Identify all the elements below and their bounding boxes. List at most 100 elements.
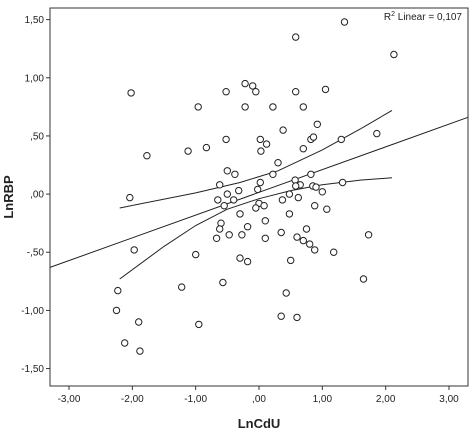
data-points — [112, 18, 398, 355]
data-point — [337, 135, 345, 144]
data-point — [252, 204, 260, 212]
y-tick-label: 1,50 — [25, 15, 45, 26]
data-point — [359, 275, 368, 283]
data-point — [230, 196, 238, 204]
data-point — [235, 186, 243, 195]
data-point — [222, 135, 230, 144]
confidence-band-lower — [119, 177, 393, 280]
data-point — [306, 240, 314, 248]
data-point — [311, 202, 319, 210]
r2-annotation: R2 Linear = 0,107 — [384, 11, 463, 23]
data-point — [302, 225, 311, 233]
data-point — [262, 140, 271, 148]
data-point — [257, 147, 265, 155]
data-point — [130, 246, 138, 254]
data-point — [241, 79, 249, 88]
y-tick-label: -1,00 — [21, 306, 44, 317]
data-point — [390, 50, 398, 59]
data-point — [225, 231, 233, 239]
data-point — [256, 135, 264, 144]
data-point — [112, 306, 121, 315]
data-point — [178, 283, 186, 291]
data-point — [269, 103, 277, 111]
data-point — [243, 257, 252, 266]
data-point — [256, 178, 264, 187]
data-point — [212, 234, 221, 243]
data-point — [278, 196, 287, 204]
data-point — [299, 145, 307, 153]
x-tick-label: 1,00 — [313, 394, 333, 405]
data-point — [236, 254, 244, 262]
data-point — [214, 196, 222, 204]
data-point — [231, 170, 239, 179]
x-tick-label: -1,00 — [184, 394, 207, 405]
data-point — [220, 202, 228, 210]
data-point — [136, 347, 144, 355]
data-point — [291, 176, 299, 184]
data-point — [294, 193, 302, 202]
y-ticks: 1,50 1,00 ,50 ,00 -,50 -1,00 -1,50 — [21, 15, 50, 375]
data-point — [269, 170, 277, 179]
x-ticks: -3,00 -2,00 -1,00 ,00 1,00 2,00 3,00 — [58, 386, 459, 405]
data-point — [292, 182, 300, 190]
data-point — [252, 88, 260, 96]
x-tick-label: -3,00 — [58, 394, 81, 405]
data-point — [307, 170, 315, 179]
data-point — [249, 82, 257, 90]
data-point — [135, 318, 143, 326]
y-tick-label: -1,50 — [21, 364, 44, 375]
data-point — [277, 228, 285, 237]
data-point — [287, 256, 295, 265]
data-point — [241, 103, 249, 111]
data-point — [243, 223, 252, 231]
data-point — [260, 202, 268, 210]
data-point — [114, 286, 122, 295]
y-axis-label: LnRBP — [1, 175, 16, 219]
data-point — [312, 183, 320, 191]
data-point — [202, 143, 211, 152]
data-point — [127, 89, 135, 97]
data-point — [236, 210, 244, 218]
data-point — [274, 159, 282, 167]
data-point — [126, 193, 134, 202]
data-point — [192, 250, 200, 259]
y-tick-label: 1,00 — [25, 73, 45, 84]
data-point — [292, 33, 300, 41]
data-point — [143, 152, 151, 160]
data-point — [285, 210, 294, 218]
plot-area — [49, 7, 469, 387]
data-point — [299, 103, 307, 111]
data-point — [121, 339, 129, 347]
data-point — [279, 126, 287, 134]
data-point — [330, 248, 338, 256]
data-point — [364, 231, 373, 239]
data-point — [293, 313, 301, 322]
y-tick-label: ,50 — [30, 131, 44, 142]
data-point — [321, 85, 330, 94]
data-point — [293, 233, 301, 241]
data-point — [309, 133, 318, 141]
data-point — [219, 278, 227, 287]
data-point — [261, 217, 269, 225]
data-point — [282, 289, 290, 297]
data-point — [285, 190, 294, 198]
x-tick-label: -2,00 — [121, 394, 144, 405]
data-point — [195, 320, 203, 329]
data-point — [194, 103, 202, 111]
x-tick-label: 3,00 — [439, 394, 459, 405]
data-point — [223, 167, 232, 175]
data-point — [311, 246, 319, 254]
data-point — [338, 178, 347, 187]
data-point — [222, 88, 230, 96]
y-tick-label: ,00 — [30, 190, 44, 201]
data-point — [373, 129, 381, 138]
data-point — [340, 18, 349, 26]
data-point — [261, 234, 269, 243]
data-point — [223, 190, 232, 198]
data-point — [299, 236, 307, 245]
data-point — [323, 205, 331, 213]
data-point — [216, 181, 224, 189]
data-point — [254, 185, 262, 194]
data-point — [184, 147, 192, 155]
